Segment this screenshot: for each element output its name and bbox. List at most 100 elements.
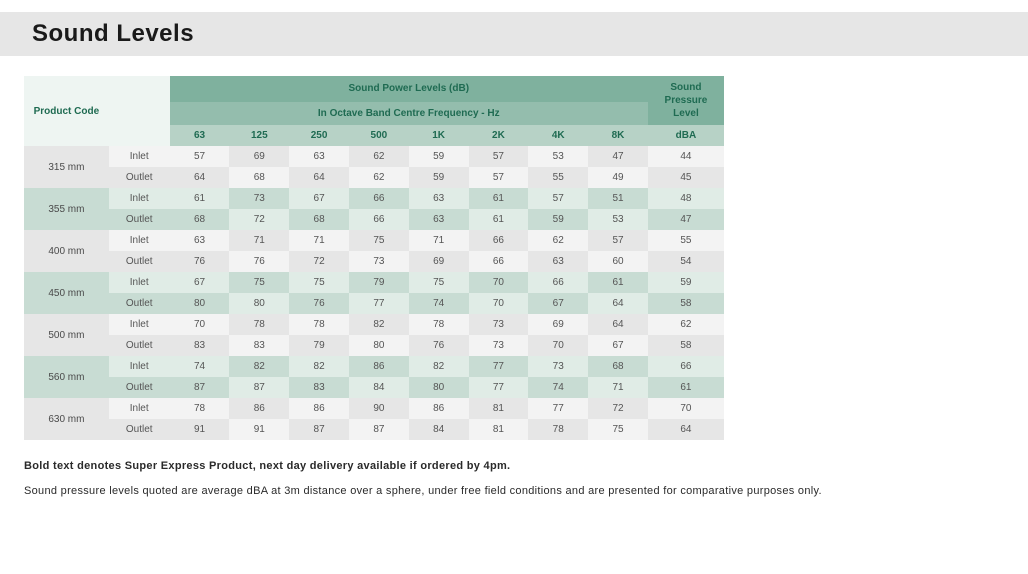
hdr-freq-125: 125 [229,125,289,146]
value-cell: 72 [229,209,289,230]
io-label-outlet: Outlet [109,419,170,440]
value-cell: 68 [170,209,230,230]
value-cell: 69 [528,314,588,335]
value-cell: 57 [469,146,529,167]
value-cell: 47 [588,146,648,167]
value-cell: 86 [409,398,469,419]
io-label-outlet: Outlet [109,209,170,230]
value-cell: 73 [469,335,529,356]
table-body: 315 mmInlet576963625957534744Outlet64686… [24,146,724,440]
value-cell: 68 [289,209,349,230]
value-cell: 67 [528,293,588,314]
value-cell: 84 [409,419,469,440]
value-cell: 61 [469,209,529,230]
page-title: Sound Levels [32,20,1028,48]
sound-levels-table: Product Code Sound Power Levels (dB) Sou… [24,76,724,440]
value-cell: 87 [229,377,289,398]
value-cell: 79 [349,272,409,293]
value-cell: 61 [588,272,648,293]
value-cell: 83 [170,335,230,356]
value-cell: 64 [170,167,230,188]
value-cell: 76 [170,251,230,272]
hdr-freq-250: 250 [289,125,349,146]
value-cell: 91 [229,419,289,440]
table-row: 630 mmInlet788686908681777270 [24,398,724,419]
value-cell: 67 [289,188,349,209]
value-cell: 66 [469,230,529,251]
value-cell: 68 [229,167,289,188]
value-cell: 57 [528,188,588,209]
value-cell: 66 [528,272,588,293]
footnotes: Bold text denotes Super Express Product,… [0,440,1028,499]
table-row: Outlet919187878481787564 [24,419,724,440]
value-cell: 67 [588,335,648,356]
hdr-freq-500: 500 [349,125,409,146]
value-cell: 77 [349,293,409,314]
table-row: 500 mmInlet707878827873696462 [24,314,724,335]
value-cell: 57 [170,146,230,167]
value-cell: 64 [289,167,349,188]
value-cell: 61 [648,377,724,398]
hdr-freq-2K: 2K [469,125,529,146]
value-cell: 82 [229,356,289,377]
io-label-inlet: Inlet [109,146,170,167]
product-code-cell: 560 mm [24,356,109,398]
hdr-freq-4K: 4K [528,125,588,146]
value-cell: 57 [469,167,529,188]
value-cell: 48 [648,188,724,209]
value-cell: 81 [469,419,529,440]
table-container: Product Code Sound Power Levels (dB) Sou… [0,56,1028,440]
value-cell: 45 [648,167,724,188]
value-cell: 81 [469,398,529,419]
product-code-cell: 500 mm [24,314,109,356]
value-cell: 72 [289,251,349,272]
table-row: 400 mmInlet637171757166625755 [24,230,724,251]
value-cell: 53 [528,146,588,167]
value-cell: 61 [170,188,230,209]
value-cell: 73 [528,356,588,377]
value-cell: 47 [648,209,724,230]
value-cell: 71 [588,377,648,398]
value-cell: 66 [648,356,724,377]
value-cell: 70 [469,293,529,314]
value-cell: 63 [170,230,230,251]
value-cell: 64 [648,419,724,440]
table-row: Outlet808076777470676458 [24,293,724,314]
table-row: Outlet767672736966636054 [24,251,724,272]
value-cell: 55 [648,230,724,251]
io-label-inlet: Inlet [109,188,170,209]
value-cell: 82 [289,356,349,377]
table-row: 355 mmInlet617367666361575148 [24,188,724,209]
value-cell: 64 [588,314,648,335]
value-cell: 59 [648,272,724,293]
value-cell: 87 [289,419,349,440]
hdr-product-code: Product Code [24,76,109,146]
hdr-dba: dBA [648,125,724,146]
value-cell: 80 [170,293,230,314]
value-cell: 78 [170,398,230,419]
value-cell: 73 [469,314,529,335]
value-cell: 68 [588,356,648,377]
value-cell: 80 [409,377,469,398]
product-code-cell: 315 mm [24,146,109,188]
io-label-outlet: Outlet [109,167,170,188]
value-cell: 69 [229,146,289,167]
value-cell: 74 [409,293,469,314]
hdr-freq-63: 63 [170,125,230,146]
value-cell: 70 [170,314,230,335]
footnote-plain: Sound pressure levels quoted are average… [24,483,1004,500]
value-cell: 75 [289,272,349,293]
value-cell: 82 [409,356,469,377]
value-cell: 59 [528,209,588,230]
value-cell: 75 [349,230,409,251]
value-cell: 75 [588,419,648,440]
value-cell: 78 [409,314,469,335]
hdr-blank [109,76,170,146]
io-label-inlet: Inlet [109,398,170,419]
hdr-octave: In Octave Band Centre Frequency - Hz [170,102,648,125]
value-cell: 59 [409,146,469,167]
value-cell: 87 [170,377,230,398]
value-cell: 76 [289,293,349,314]
hdr-freq-1K: 1K [409,125,469,146]
value-cell: 74 [528,377,588,398]
